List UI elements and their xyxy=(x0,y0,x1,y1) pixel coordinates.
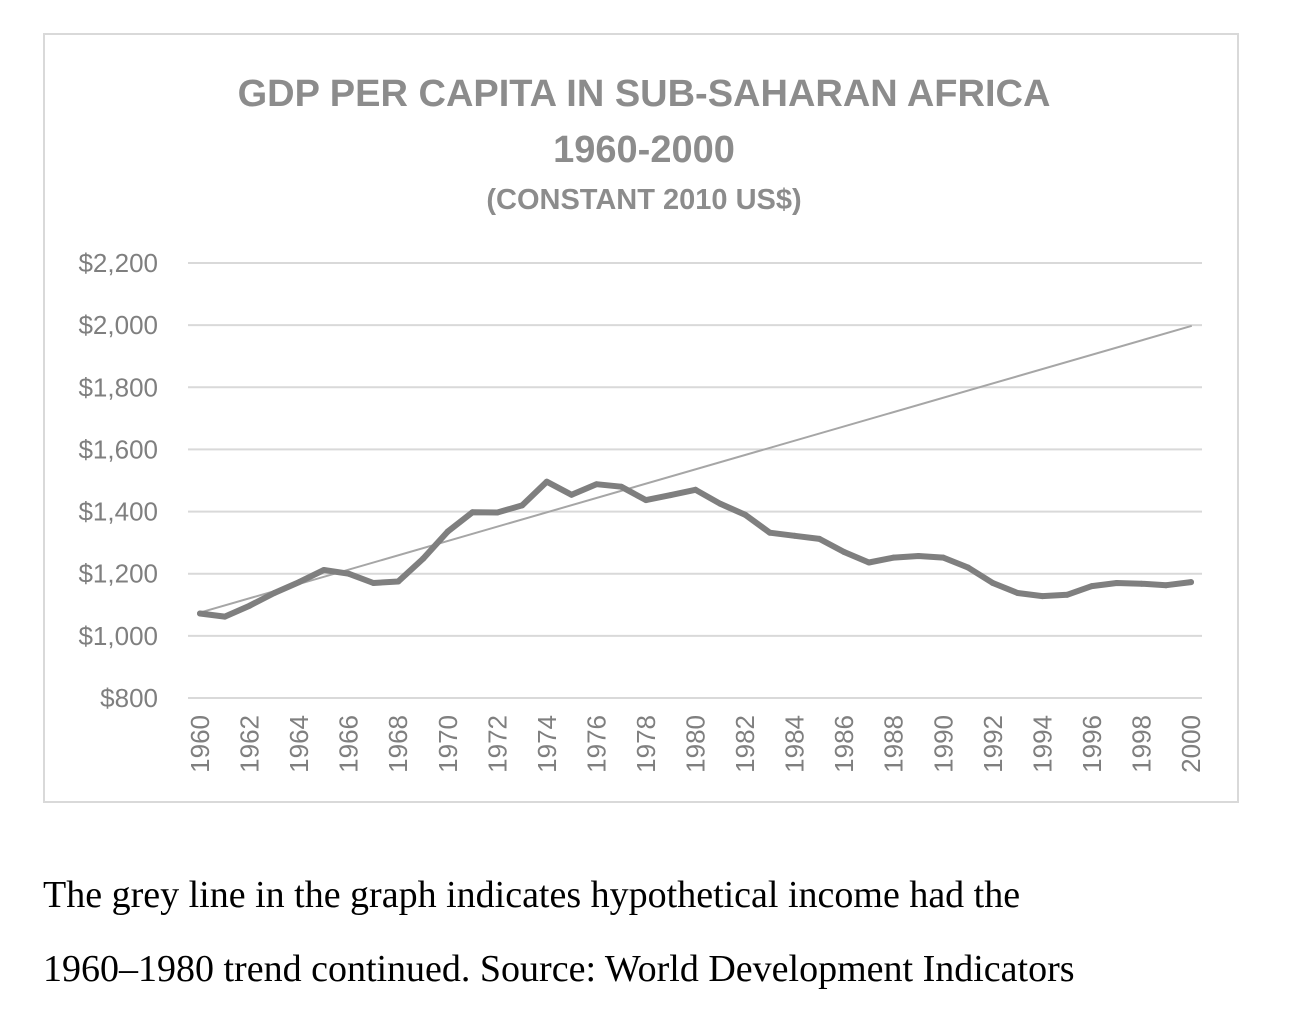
data-point xyxy=(320,567,327,573)
x-axis-ticks: 1960 1962 1964 1966 1968 1970 1972 1974 1976 1978… xyxy=(185,715,1206,773)
data-point xyxy=(568,491,575,498)
data-point xyxy=(221,613,228,620)
data-point xyxy=(965,564,971,571)
data-point xyxy=(692,486,699,493)
y-tick-label: $1,000 xyxy=(78,621,158,651)
data-point xyxy=(989,580,996,586)
x-tick-label: 1960 xyxy=(185,715,215,773)
data-point xyxy=(246,602,253,609)
data-point xyxy=(890,554,897,561)
data-point xyxy=(717,500,724,507)
y-tick-label: $1,600 xyxy=(78,434,158,464)
data-point xyxy=(1088,583,1095,590)
x-tick-label: 1962 xyxy=(235,715,265,773)
data-point xyxy=(296,579,303,586)
data-point xyxy=(271,590,278,596)
data-point xyxy=(593,481,600,488)
data-point xyxy=(742,511,749,518)
data-point xyxy=(816,535,823,542)
chart-title: GDP PER CAPITA IN SUB-SAHARAN AFRICA xyxy=(238,73,1051,115)
chart-frame: GDP PER CAPITA IN SUB-SAHARAN AFRICA 196… xyxy=(43,33,1239,803)
x-tick-label: 1988 xyxy=(879,715,909,773)
data-point xyxy=(543,478,550,485)
y-axis-ticks: $800 $1,000 $1,200 $1,400 $1,600 $1,800 $2,000… xyxy=(78,248,158,713)
data-point xyxy=(865,559,872,566)
y-tick-label: $1,800 xyxy=(78,372,158,402)
data-point xyxy=(494,509,501,516)
data-point xyxy=(519,502,526,509)
caption-line-2: 1960–1980 trend continued. Source: World… xyxy=(43,948,1075,990)
data-point xyxy=(1064,591,1071,598)
y-tick-label: $2,000 xyxy=(78,310,158,340)
data-point xyxy=(444,528,451,535)
x-tick-label: 1972 xyxy=(482,715,512,773)
gridlines xyxy=(188,262,1202,699)
chart-subtitle: 1960-2000 xyxy=(553,129,735,171)
data-point xyxy=(940,554,947,561)
x-tick-label: 1968 xyxy=(383,715,413,773)
x-tick-label: 1996 xyxy=(1077,715,1107,773)
chart-subtitle-units: (CONSTANT 2010 US$) xyxy=(486,184,801,216)
data-point xyxy=(1138,580,1145,587)
data-point xyxy=(766,529,773,536)
data-point xyxy=(643,497,649,504)
data-point xyxy=(1039,593,1046,600)
figure-caption: The grey line in the graph indicates hyp… xyxy=(43,858,1273,1006)
y-tick-label: $1,400 xyxy=(78,497,158,527)
x-tick-label: 1994 xyxy=(1027,715,1057,773)
data-point xyxy=(618,483,625,490)
x-tick-label: 1998 xyxy=(1126,715,1156,773)
y-tick-label: $1,200 xyxy=(78,559,158,589)
data-point xyxy=(915,553,922,559)
data-point xyxy=(667,492,674,499)
data-point xyxy=(1163,582,1170,589)
x-tick-label: 1982 xyxy=(730,715,760,773)
data-point xyxy=(420,555,426,562)
x-tick-label: 1990 xyxy=(928,715,958,773)
x-tick-label: 1976 xyxy=(581,715,611,773)
data-point xyxy=(841,549,848,555)
x-tick-label: 1978 xyxy=(631,715,661,773)
data-point xyxy=(791,532,798,539)
x-tick-label: 1966 xyxy=(334,715,364,773)
series-layer xyxy=(197,325,1194,620)
data-point xyxy=(1188,579,1194,586)
x-tick-label: 1986 xyxy=(829,715,859,773)
data-point xyxy=(395,578,402,585)
x-tick-label: 1974 xyxy=(532,715,562,773)
x-tick-label: 1964 xyxy=(284,715,314,773)
x-tick-label: 2000 xyxy=(1176,715,1206,773)
data-point xyxy=(345,570,352,577)
data-point xyxy=(197,610,203,617)
x-tick-label: 1992 xyxy=(978,715,1008,773)
data-point xyxy=(1113,580,1120,586)
series-line-trend xyxy=(199,325,1192,614)
caption-line-1: The grey line in the graph indicates hyp… xyxy=(43,874,1021,916)
y-tick-label: $800 xyxy=(100,683,158,713)
y-tick-label: $2,200 xyxy=(78,248,158,278)
data-point xyxy=(469,509,476,516)
x-tick-label: 1970 xyxy=(433,715,463,773)
line-chart: GDP PER CAPITA IN SUB-SAHARAN AFRICA 196… xyxy=(78,73,1206,773)
x-tick-label: 1980 xyxy=(681,715,711,773)
data-point xyxy=(1014,590,1021,596)
x-tick-label: 1984 xyxy=(780,715,810,773)
data-point xyxy=(370,580,377,586)
